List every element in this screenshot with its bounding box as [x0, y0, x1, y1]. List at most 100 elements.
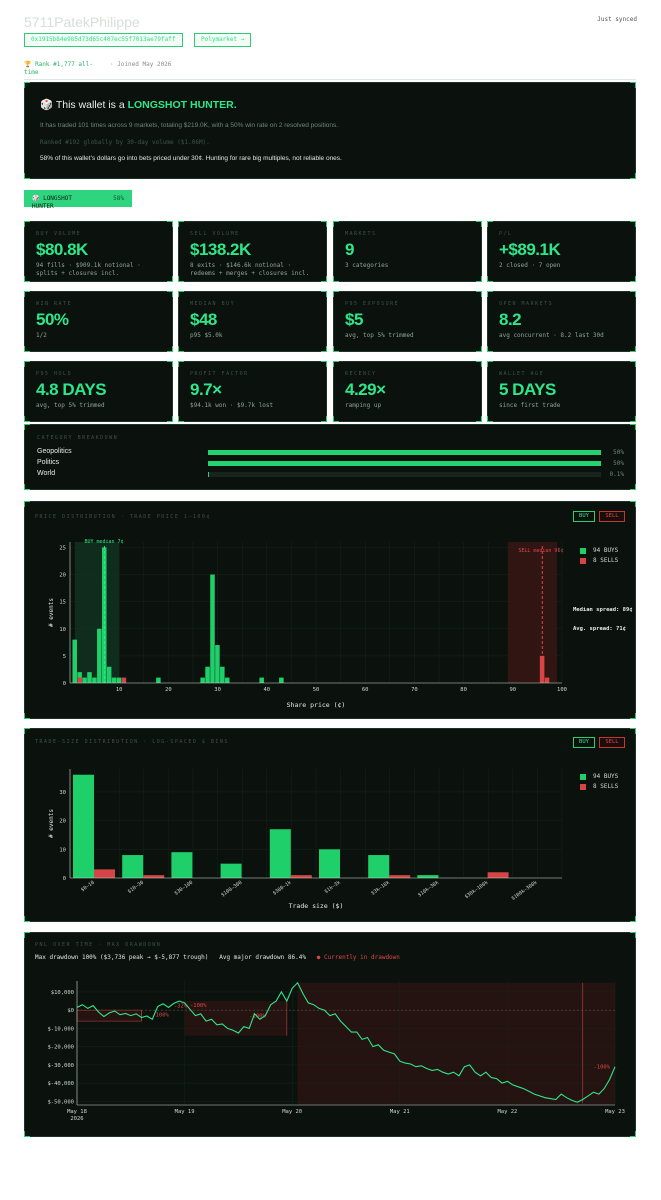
- x-tick-label: $100–300: [220, 880, 243, 899]
- category-name: Politics: [37, 459, 60, 466]
- stat-card: P95 HOLD 4.8 DAYS avg, top 5% trimmed: [24, 361, 173, 422]
- category-name: World: [37, 470, 56, 477]
- x-tick-label: $1k–3k: [324, 880, 342, 895]
- x-tick-label: 40: [263, 687, 270, 693]
- stat-card: MARKETS 9 3 categories: [333, 221, 482, 282]
- stat-label: P95 HOLD: [36, 371, 73, 377]
- x-tick-label: May 22: [497, 1109, 517, 1115]
- stat-card: SELL VOLUME $138.2K 8 exits · $146.6k no…: [178, 221, 327, 282]
- buy-bar: [200, 677, 205, 683]
- stat-label: P95 EXPOSURE: [345, 301, 400, 307]
- buy-bar: [97, 628, 102, 683]
- stat-value: 50%: [36, 310, 69, 329]
- sell-band: [507, 542, 558, 683]
- summary-headline: 🎲 This wallet is a LONGSHOT HUNTER.: [40, 98, 237, 111]
- buy-bar: [116, 677, 122, 683]
- buy-bar: [220, 666, 225, 683]
- buy-bar: [259, 677, 264, 683]
- price-distribution-panel: PRICE DISTRIBUTION · TRADE PRICE 1–100¢ …: [24, 501, 636, 719]
- y-tick-label: $-20,000: [48, 1045, 75, 1051]
- stat-card: WALLET AGE 5 DAYS since first trade: [487, 361, 636, 422]
- buy-bar: [171, 852, 193, 878]
- stat-value: $5: [345, 310, 363, 329]
- category-name: Geopolitics: [37, 448, 72, 455]
- sell-bar: [539, 655, 545, 683]
- summary-line-3: 58% of this wallet's dollars go into bet…: [40, 155, 342, 162]
- price-buy-toggle[interactable]: BUY: [573, 511, 595, 522]
- wallet-address-button[interactable]: 0x1915b84e985d73d65c407ec55f7013ae79faff: [24, 33, 183, 47]
- drawdown-dot-icon: ●: [316, 954, 321, 961]
- buy-bar: [77, 672, 82, 683]
- archetype-pct: 58%: [113, 195, 124, 202]
- x-tick-label: May 19: [175, 1109, 195, 1115]
- buy-bar: [122, 855, 144, 878]
- stat-sub: avg concurrent · 8.2 last 30d: [499, 332, 604, 339]
- summary-panel: 🎲 This wallet is a LONGSHOT HUNTER. It h…: [24, 82, 636, 179]
- x-tick-label: 60: [362, 687, 369, 693]
- stat-card: P95 EXPOSURE $5 avg, top 5% trimmed: [333, 291, 482, 352]
- stat-sub: $94.1k won · $9.7k lost: [190, 402, 274, 409]
- wallet-type: LONGSHOT HUNTER.: [127, 99, 237, 111]
- y-axis-label: # events: [48, 598, 55, 627]
- stat-sub: avg, top 5% trimmed: [345, 332, 414, 339]
- y-tick-label: $-30,000: [48, 1063, 75, 1069]
- buy-bar: [279, 677, 284, 683]
- y-tick-label: 0: [63, 681, 66, 687]
- stat-value: $138.2K: [190, 240, 251, 259]
- buy-bar: [269, 829, 291, 878]
- stat-value: +$89.1K: [499, 240, 561, 259]
- category-bar-fill: [208, 472, 209, 477]
- stat-label: MEDIAN BUY: [190, 301, 236, 307]
- pnl-chart: $10,000 $0 $-10,000 $-20,000 $-30,000 $-40,00…: [48, 981, 625, 1122]
- category-bar-fill: [208, 461, 601, 466]
- category-bar-fill: [208, 450, 601, 455]
- stat-value: 9.7×: [190, 380, 222, 399]
- x-tick-label: May 20: [282, 1109, 302, 1115]
- buy-bar: [111, 677, 117, 683]
- x-tick-label: $3k–10k: [370, 880, 391, 897]
- stat-card: WIN RATE 50% 1/2: [24, 291, 173, 352]
- legend-sells: 8 SELLS: [593, 557, 619, 564]
- drawdown-label: -100%: [190, 1003, 207, 1009]
- stat-card: OPEN MARKETS 8.2 avg concurrent · 8.2 la…: [487, 291, 636, 352]
- stat-card: RECENCY 4.29× ramping up: [333, 361, 482, 422]
- legend-buy-swatch: [580, 548, 586, 554]
- price-chart: 0 5 10 15 20 25 BUY median 7¢ SELL median 96¢ 10…: [48, 539, 567, 709]
- x-tick-label: 100: [557, 687, 567, 693]
- x-tick-label: 90: [509, 687, 516, 693]
- stat-label: PROFIT FACTOR: [190, 371, 249, 377]
- x-tick-label: May 18: [67, 1109, 87, 1115]
- size-buy-toggle[interactable]: BUY: [573, 737, 595, 748]
- pnl-chart-title: PNL OVER TIME · MAX DRAWDOWN: [35, 942, 162, 948]
- x-axis-label: Trade size ($): [289, 902, 344, 910]
- price-sell-toggle[interactable]: SELL: [599, 511, 625, 522]
- y-tick-label: 0: [63, 876, 66, 882]
- stat-value: $48: [190, 310, 217, 329]
- buy-bar: [205, 666, 210, 683]
- y-tick-label: 20: [59, 819, 66, 825]
- avg-drawdown: Avg major drawdown 86.4%: [219, 954, 306, 961]
- y-tick-label: 10: [59, 627, 66, 633]
- buy-bar: [224, 677, 230, 683]
- sell-bar: [143, 875, 165, 878]
- pnl-line: [76, 981, 616, 1103]
- username: 5711PatekPhilippe: [24, 14, 140, 30]
- stat-value: 4.29×: [345, 380, 386, 399]
- buy-bar: [417, 875, 439, 878]
- buy-bar: [101, 547, 107, 683]
- x-tick-label: $100k–300k: [510, 880, 538, 902]
- stat-sub: 1/2: [36, 332, 47, 339]
- stat-label: RECENCY: [345, 371, 377, 377]
- size-sell-toggle[interactable]: SELL: [599, 737, 625, 748]
- x-tick-label: $30–100: [173, 880, 194, 897]
- x-tick-label: 50: [313, 687, 320, 693]
- x-tick-label: $10–30: [127, 880, 145, 895]
- stat-sub: since first trade: [499, 402, 561, 409]
- stat-value: $80.8K: [36, 240, 88, 259]
- stat-sub: 8 exits · $146.6k notional · redeems + m…: [190, 262, 310, 277]
- stat-sub: 3 categories: [345, 262, 389, 269]
- summary-line-2: Ranked #192 globally by 30-day volume ($…: [40, 139, 210, 146]
- stat-card: MEDIAN BUY $48 p95 $5.0k: [178, 291, 327, 352]
- polymarket-link[interactable]: Polymarket →: [194, 33, 252, 47]
- sell-bar: [94, 869, 115, 878]
